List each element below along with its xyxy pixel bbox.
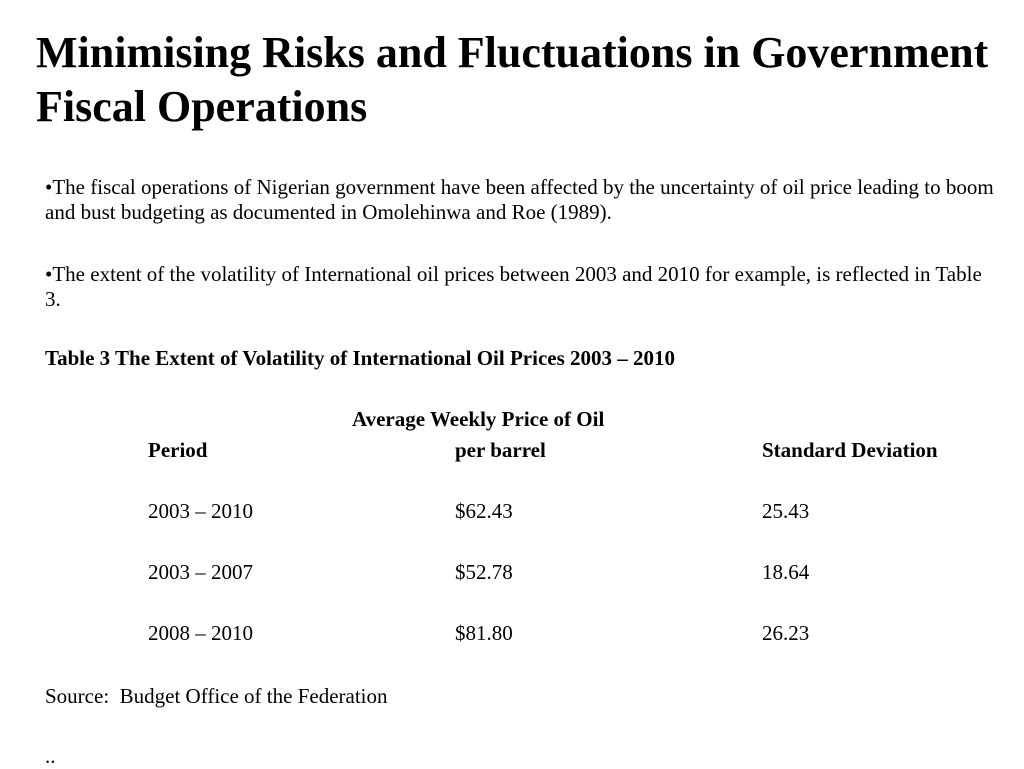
table-source: Source: Budget Office of the Federation [45,684,388,708]
cell-period: 2003 – 2007 [148,560,253,584]
bullet-fiscal-operations: •The fiscal operations of Nigerian gover… [45,175,994,224]
cell-price: $81.80 [455,621,513,645]
table-caption: Table 3 The Extent of Volatility of Inte… [45,346,676,370]
slide-title: Minimising Risks and Fluctuations in Gov… [36,28,989,131]
cell-period: 2003 – 2010 [148,499,253,523]
cell-standard-deviation: 26.23 [762,621,810,645]
column-header-standard-deviation: Standard Deviation [762,438,938,462]
table-row: 2003 – 2007 $52.78 18.64 [0,560,1024,585]
cell-price: $52.78 [455,560,513,584]
column-header-price: per barrel [455,438,546,462]
table-row: 2003 – 2010 $62.43 25.43 [0,499,1024,524]
bullet-oil-price-volatility: •The extent of the volatility of Interna… [45,262,982,311]
cell-period: 2008 – 2010 [148,621,253,645]
trailing-dots: .. [45,744,56,768]
cell-price: $62.43 [455,499,513,523]
table-row: 2008 – 2010 $81.80 26.23 [0,621,1024,646]
price-header-line1: Average Weekly Price of Oil [352,407,605,431]
column-header-period: Period [148,438,208,462]
cell-standard-deviation: 25.43 [762,499,810,523]
cell-standard-deviation: 18.64 [762,560,810,584]
